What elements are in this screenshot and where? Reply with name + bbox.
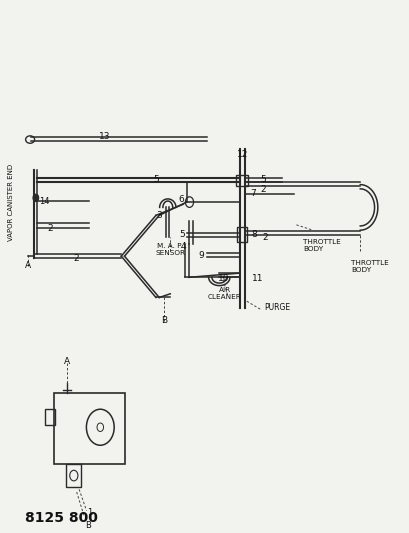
Text: THROTTLE
BODY: THROTTLE BODY [302,239,340,252]
Text: 1: 1 [87,507,92,516]
Text: 8125 800: 8125 800 [25,511,98,524]
Text: 5: 5 [260,174,266,183]
Ellipse shape [25,136,34,143]
Text: 5: 5 [153,174,158,183]
Text: 5: 5 [178,230,184,239]
Text: 11: 11 [252,274,263,283]
Text: B: B [161,316,167,325]
Text: A: A [63,357,70,366]
Text: THROTTLE
BODY: THROTTLE BODY [351,261,388,273]
Text: 12: 12 [236,150,247,159]
Bar [237,227,247,242]
Text: 14: 14 [39,197,50,206]
Text: 2: 2 [262,233,267,242]
Text: 8: 8 [251,230,256,239]
Bar [45,409,55,425]
Text: VAPOR CANISTER END: VAPOR CANISTER END [8,164,14,241]
Text: 2: 2 [73,254,79,263]
Circle shape [185,197,193,207]
Text: 2: 2 [260,185,265,195]
Text: 9: 9 [198,251,203,260]
Text: AIR
CLEANER: AIR CLEANER [207,287,241,300]
Bar [66,464,81,487]
Bar [236,174,248,186]
Text: PURGE: PURGE [264,303,290,312]
Text: 7: 7 [249,189,255,198]
Text: B: B [85,521,90,530]
Circle shape [33,194,38,201]
Text: 2: 2 [47,224,53,233]
Bar [54,393,125,464]
Text: 4: 4 [180,242,186,251]
Text: 10: 10 [217,273,229,282]
Text: A: A [25,261,31,270]
Text: M. A. P.
SENSOR: M. A. P. SENSOR [155,243,185,256]
Text: 6: 6 [178,195,184,204]
Text: 3: 3 [156,211,162,220]
Text: 13: 13 [99,132,110,141]
